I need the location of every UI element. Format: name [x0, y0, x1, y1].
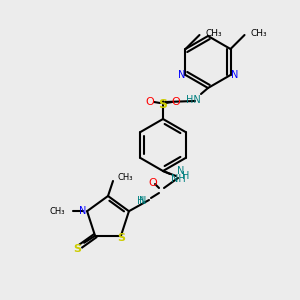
Text: CH₃: CH₃ [250, 28, 267, 38]
Text: S: S [73, 244, 81, 254]
Text: CH₃: CH₃ [50, 207, 65, 216]
Text: H: H [137, 196, 145, 206]
Text: S: S [117, 233, 125, 243]
Text: N: N [177, 166, 185, 176]
Text: HN: HN [186, 95, 200, 105]
Text: N: N [231, 70, 238, 80]
Text: O: O [146, 97, 154, 107]
Text: CH₃: CH₃ [206, 28, 222, 38]
Text: S: S [158, 98, 167, 112]
Text: O: O [172, 97, 180, 107]
Text: H: H [182, 171, 190, 181]
Text: O: O [148, 178, 158, 188]
Text: N: N [80, 206, 87, 216]
Text: N: N [178, 70, 185, 80]
Text: NH: NH [171, 174, 185, 184]
Text: N: N [139, 196, 146, 206]
Text: CH₃: CH₃ [118, 172, 134, 182]
